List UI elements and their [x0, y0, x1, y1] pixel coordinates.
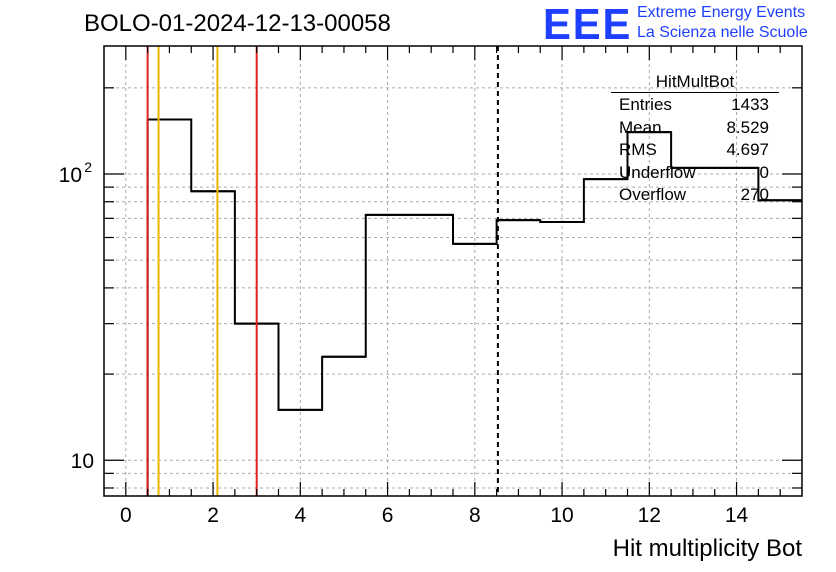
- stats-key: Mean: [619, 117, 662, 137]
- stats-box: HitMultBot Entries 1433 Mean 8.529 RMS 4…: [611, 72, 779, 206]
- x-tick-label: 12: [638, 504, 661, 527]
- stats-row: Mean 8.529: [611, 116, 779, 139]
- stats-value: 270: [740, 185, 769, 204]
- stats-title: HitMultBot: [611, 72, 779, 93]
- stats-value: 1433: [731, 95, 769, 114]
- stats-value: 8.529: [726, 117, 769, 137]
- stats-row: RMS 4.697: [611, 138, 779, 161]
- run-title: BOLO-01-2024-12-13-00058: [84, 10, 391, 37]
- x-tick-label: 0: [120, 504, 132, 527]
- x-tick-label: 14: [725, 504, 749, 527]
- x-tick-label: 4: [294, 504, 306, 527]
- y-tick-label: 10: [71, 450, 94, 473]
- stats-key: RMS: [619, 140, 657, 159]
- x-tick-label: 6: [382, 504, 394, 527]
- y-tick-exponent: 2: [84, 159, 92, 175]
- stats-key: Entries: [619, 95, 672, 114]
- stats-value: 0: [759, 162, 769, 182]
- logo-subtitle-1: Extreme Energy Events: [637, 4, 806, 21]
- stats-row: Underflow 0: [611, 161, 779, 184]
- stats-value: 4.697: [726, 140, 769, 159]
- logo-subtitle-2: La Scienza nelle Scuole: [637, 24, 808, 41]
- stats-row: Entries 1433: [611, 93, 779, 116]
- y-tick-label: 10: [59, 164, 82, 187]
- x-axis-label: Hit multiplicity Bot: [612, 535, 802, 562]
- x-tick-label: 8: [469, 504, 481, 527]
- stats-key: Overflow: [619, 185, 687, 204]
- x-tick-label: 10: [550, 504, 573, 527]
- stats-key: Underflow: [619, 162, 696, 182]
- x-tick-label: 2: [207, 504, 219, 527]
- stats-row: Overflow 270: [611, 183, 779, 206]
- eee-logo: EEE: [543, 0, 633, 49]
